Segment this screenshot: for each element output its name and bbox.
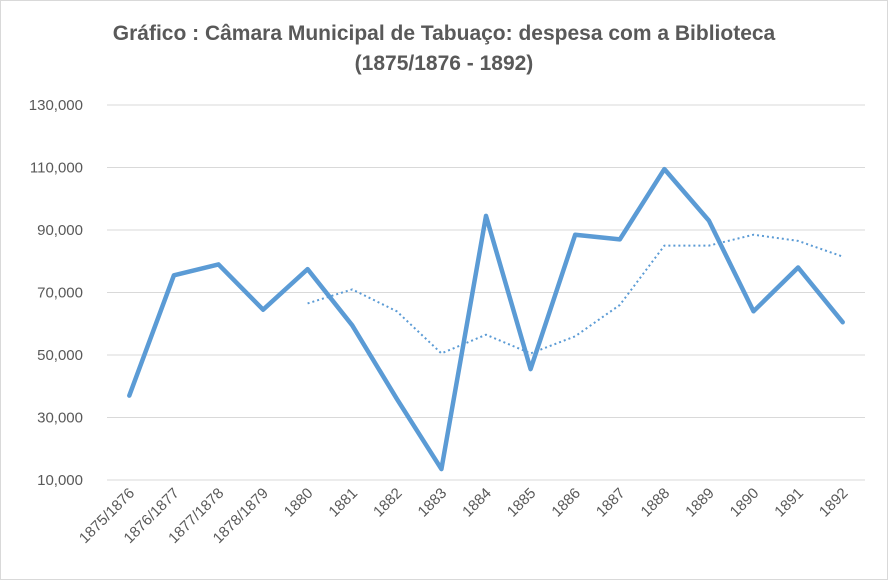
x-tick-label: 1884 bbox=[459, 485, 495, 521]
x-tick-label: 1887 bbox=[593, 485, 629, 521]
chart-title-line-1: Gráfico : Câmara Municipal de Tabuaço: d… bbox=[112, 22, 776, 45]
y-tick-label: 70,000 bbox=[37, 285, 83, 302]
y-tick-label: 30,000 bbox=[37, 410, 83, 427]
y-tick-label: 90,000 bbox=[37, 222, 83, 239]
gridlines bbox=[107, 104, 865, 481]
series-line-solid bbox=[127, 166, 845, 472]
x-tick-label: 1885 bbox=[504, 485, 540, 521]
trend-line-dotted bbox=[307, 233, 844, 355]
x-tick-label: 1882 bbox=[370, 485, 406, 521]
chart-title-line-2: (1875/1876 - 1892) bbox=[354, 52, 534, 75]
x-tick-label: 1892 bbox=[816, 485, 852, 521]
x-tick-label: 1886 bbox=[548, 485, 584, 521]
x-tick-label: 1888 bbox=[638, 485, 674, 521]
x-tick-label: 1890 bbox=[727, 485, 763, 521]
series-group bbox=[127, 166, 845, 472]
x-tick-label: 1891 bbox=[771, 485, 807, 521]
y-axis-ticks: 10,000 30,000 50,000 70,000 90,000 110,000 130… bbox=[29, 97, 83, 489]
y-tick-label: 10,000 bbox=[37, 472, 83, 489]
x-tick-label: 1889 bbox=[682, 485, 718, 521]
x-tick-label: 1880 bbox=[281, 485, 317, 521]
y-tick-label: 130,000 bbox=[29, 97, 83, 114]
x-tick-label: 1881 bbox=[325, 485, 361, 521]
y-tick-label: 110,000 bbox=[30, 160, 83, 177]
x-tick-label: 1883 bbox=[415, 485, 451, 521]
chart-title: Gráfico : Câmara Municipal de Tabuaço: d… bbox=[1, 19, 887, 79]
y-tick-label: 50,000 bbox=[37, 347, 83, 364]
